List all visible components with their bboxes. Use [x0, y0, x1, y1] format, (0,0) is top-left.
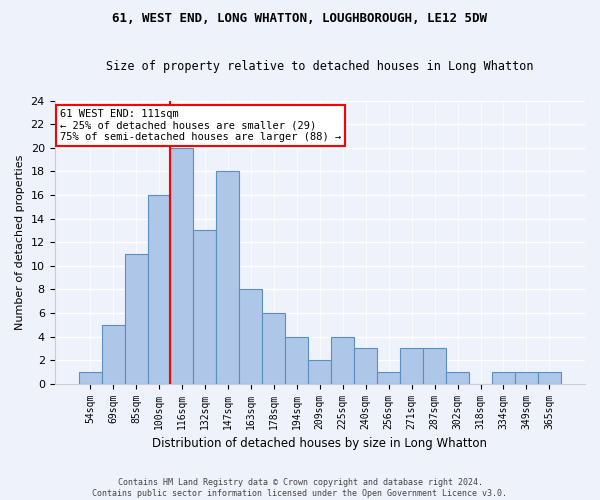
- Bar: [217, 172, 239, 384]
- Bar: [239, 290, 262, 384]
- Text: Contains HM Land Registry data © Crown copyright and database right 2024.
Contai: Contains HM Land Registry data © Crown c…: [92, 478, 508, 498]
- Text: 61, WEST END, LONG WHATTON, LOUGHBOROUGH, LE12 5DW: 61, WEST END, LONG WHATTON, LOUGHBOROUGH…: [113, 12, 487, 26]
- Bar: [125, 254, 148, 384]
- Text: 61 WEST END: 111sqm
← 25% of detached houses are smaller (29)
75% of semi-detach: 61 WEST END: 111sqm ← 25% of detached ho…: [60, 109, 341, 142]
- Bar: [308, 360, 331, 384]
- Bar: [79, 372, 101, 384]
- Bar: [400, 348, 423, 384]
- Bar: [101, 324, 125, 384]
- Bar: [446, 372, 469, 384]
- Bar: [148, 195, 170, 384]
- X-axis label: Distribution of detached houses by size in Long Whatton: Distribution of detached houses by size …: [152, 437, 487, 450]
- Bar: [492, 372, 515, 384]
- Bar: [354, 348, 377, 384]
- Bar: [377, 372, 400, 384]
- Bar: [538, 372, 561, 384]
- Bar: [286, 336, 308, 384]
- Y-axis label: Number of detached properties: Number of detached properties: [15, 154, 25, 330]
- Title: Size of property relative to detached houses in Long Whatton: Size of property relative to detached ho…: [106, 60, 533, 73]
- Bar: [331, 336, 354, 384]
- Bar: [170, 148, 193, 384]
- Bar: [262, 313, 286, 384]
- Bar: [515, 372, 538, 384]
- Bar: [423, 348, 446, 384]
- Bar: [193, 230, 217, 384]
